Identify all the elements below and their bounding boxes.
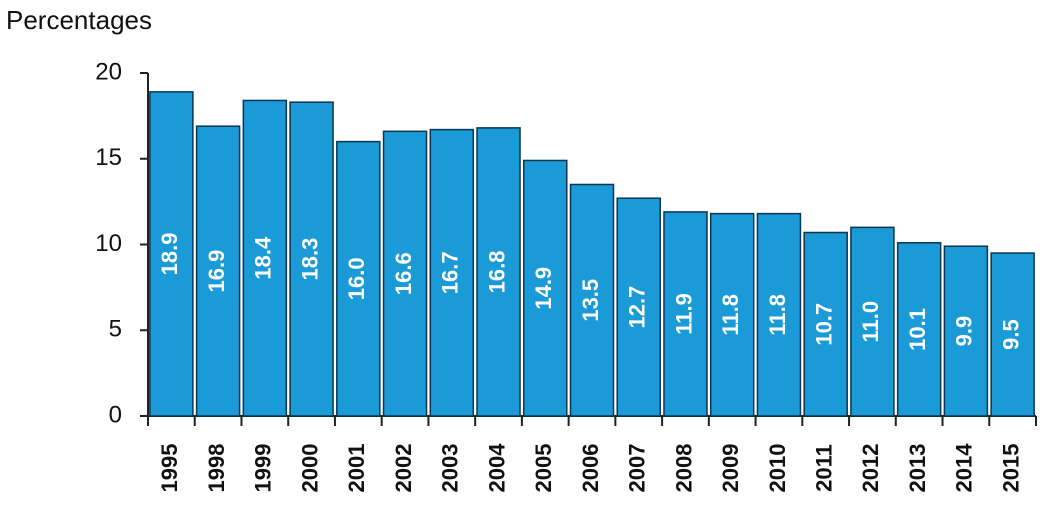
value-label: 16.6: [391, 252, 416, 295]
value-label: 11.0: [858, 301, 883, 343]
x-tick-label: 2012: [858, 444, 883, 493]
value-label: 11.8: [765, 294, 790, 336]
x-tick-label: 2005: [531, 444, 556, 493]
bar: [476, 127, 521, 417]
x-tick-label: 1998: [204, 444, 229, 493]
value-label: 18.4: [251, 236, 276, 280]
x-tick-label: 1999: [251, 444, 276, 493]
x-tick-label: 1995: [157, 444, 182, 493]
bar: [523, 159, 568, 417]
x-tick-label: 2000: [297, 444, 322, 493]
x-tick-label: 2011: [811, 444, 836, 492]
value-label: 9.5: [998, 319, 1023, 350]
value-label: 18.9: [157, 233, 182, 276]
value-label: 10.1: [905, 308, 930, 351]
bar: [336, 140, 381, 417]
x-tick-label: 2007: [625, 444, 650, 493]
bar: [990, 252, 1035, 417]
y-axis-label: Percentages: [6, 5, 152, 35]
bar: [803, 231, 848, 417]
value-label: 16.8: [484, 251, 509, 294]
value-label: 12.7: [625, 286, 650, 329]
x-tick-label: 2014: [952, 443, 977, 493]
value-label: 11.8: [718, 294, 743, 336]
bar: [289, 101, 334, 417]
x-tick-label: 2001: [344, 444, 369, 493]
x-tick-label: 2015: [998, 444, 1023, 493]
value-label: 9.9: [952, 316, 977, 347]
bar: [896, 242, 942, 417]
value-label: 16.9: [204, 250, 229, 293]
bar: [616, 197, 661, 417]
bar: [943, 245, 989, 417]
x-tick-label: 2013: [905, 444, 930, 493]
y-tick-label: 5: [109, 316, 122, 343]
value-label: 10.7: [811, 303, 836, 346]
bar: [850, 226, 895, 417]
bar: [242, 99, 288, 417]
value-label: 16.0: [344, 257, 369, 300]
bar: [756, 212, 802, 417]
bar: [149, 91, 194, 417]
value-label: 14.9: [531, 267, 556, 310]
bar: [429, 128, 475, 417]
x-tick-label: 2002: [391, 444, 416, 493]
x-tick-label: 2006: [578, 444, 603, 493]
value-label: 18.3: [297, 238, 322, 281]
x-tick-label: 2003: [438, 444, 463, 493]
bar: [382, 130, 428, 417]
bar: [569, 183, 615, 417]
value-label: 16.7: [438, 251, 463, 294]
x-tick-label: 2009: [718, 444, 743, 493]
bar: [663, 211, 708, 417]
x-tick-label: 2010: [765, 444, 790, 493]
bar: [709, 212, 755, 417]
x-tick-label: 2004: [484, 443, 509, 493]
y-tick-label: 10: [95, 230, 122, 257]
y-tick-label: 20: [95, 58, 122, 85]
y-tick-label: 0: [109, 401, 122, 428]
value-label: 13.5: [578, 279, 603, 322]
y-tick-label: 15: [95, 144, 122, 171]
value-label: 11.9: [671, 293, 696, 335]
bar: [195, 125, 241, 417]
x-tick-label: 2008: [671, 444, 696, 493]
